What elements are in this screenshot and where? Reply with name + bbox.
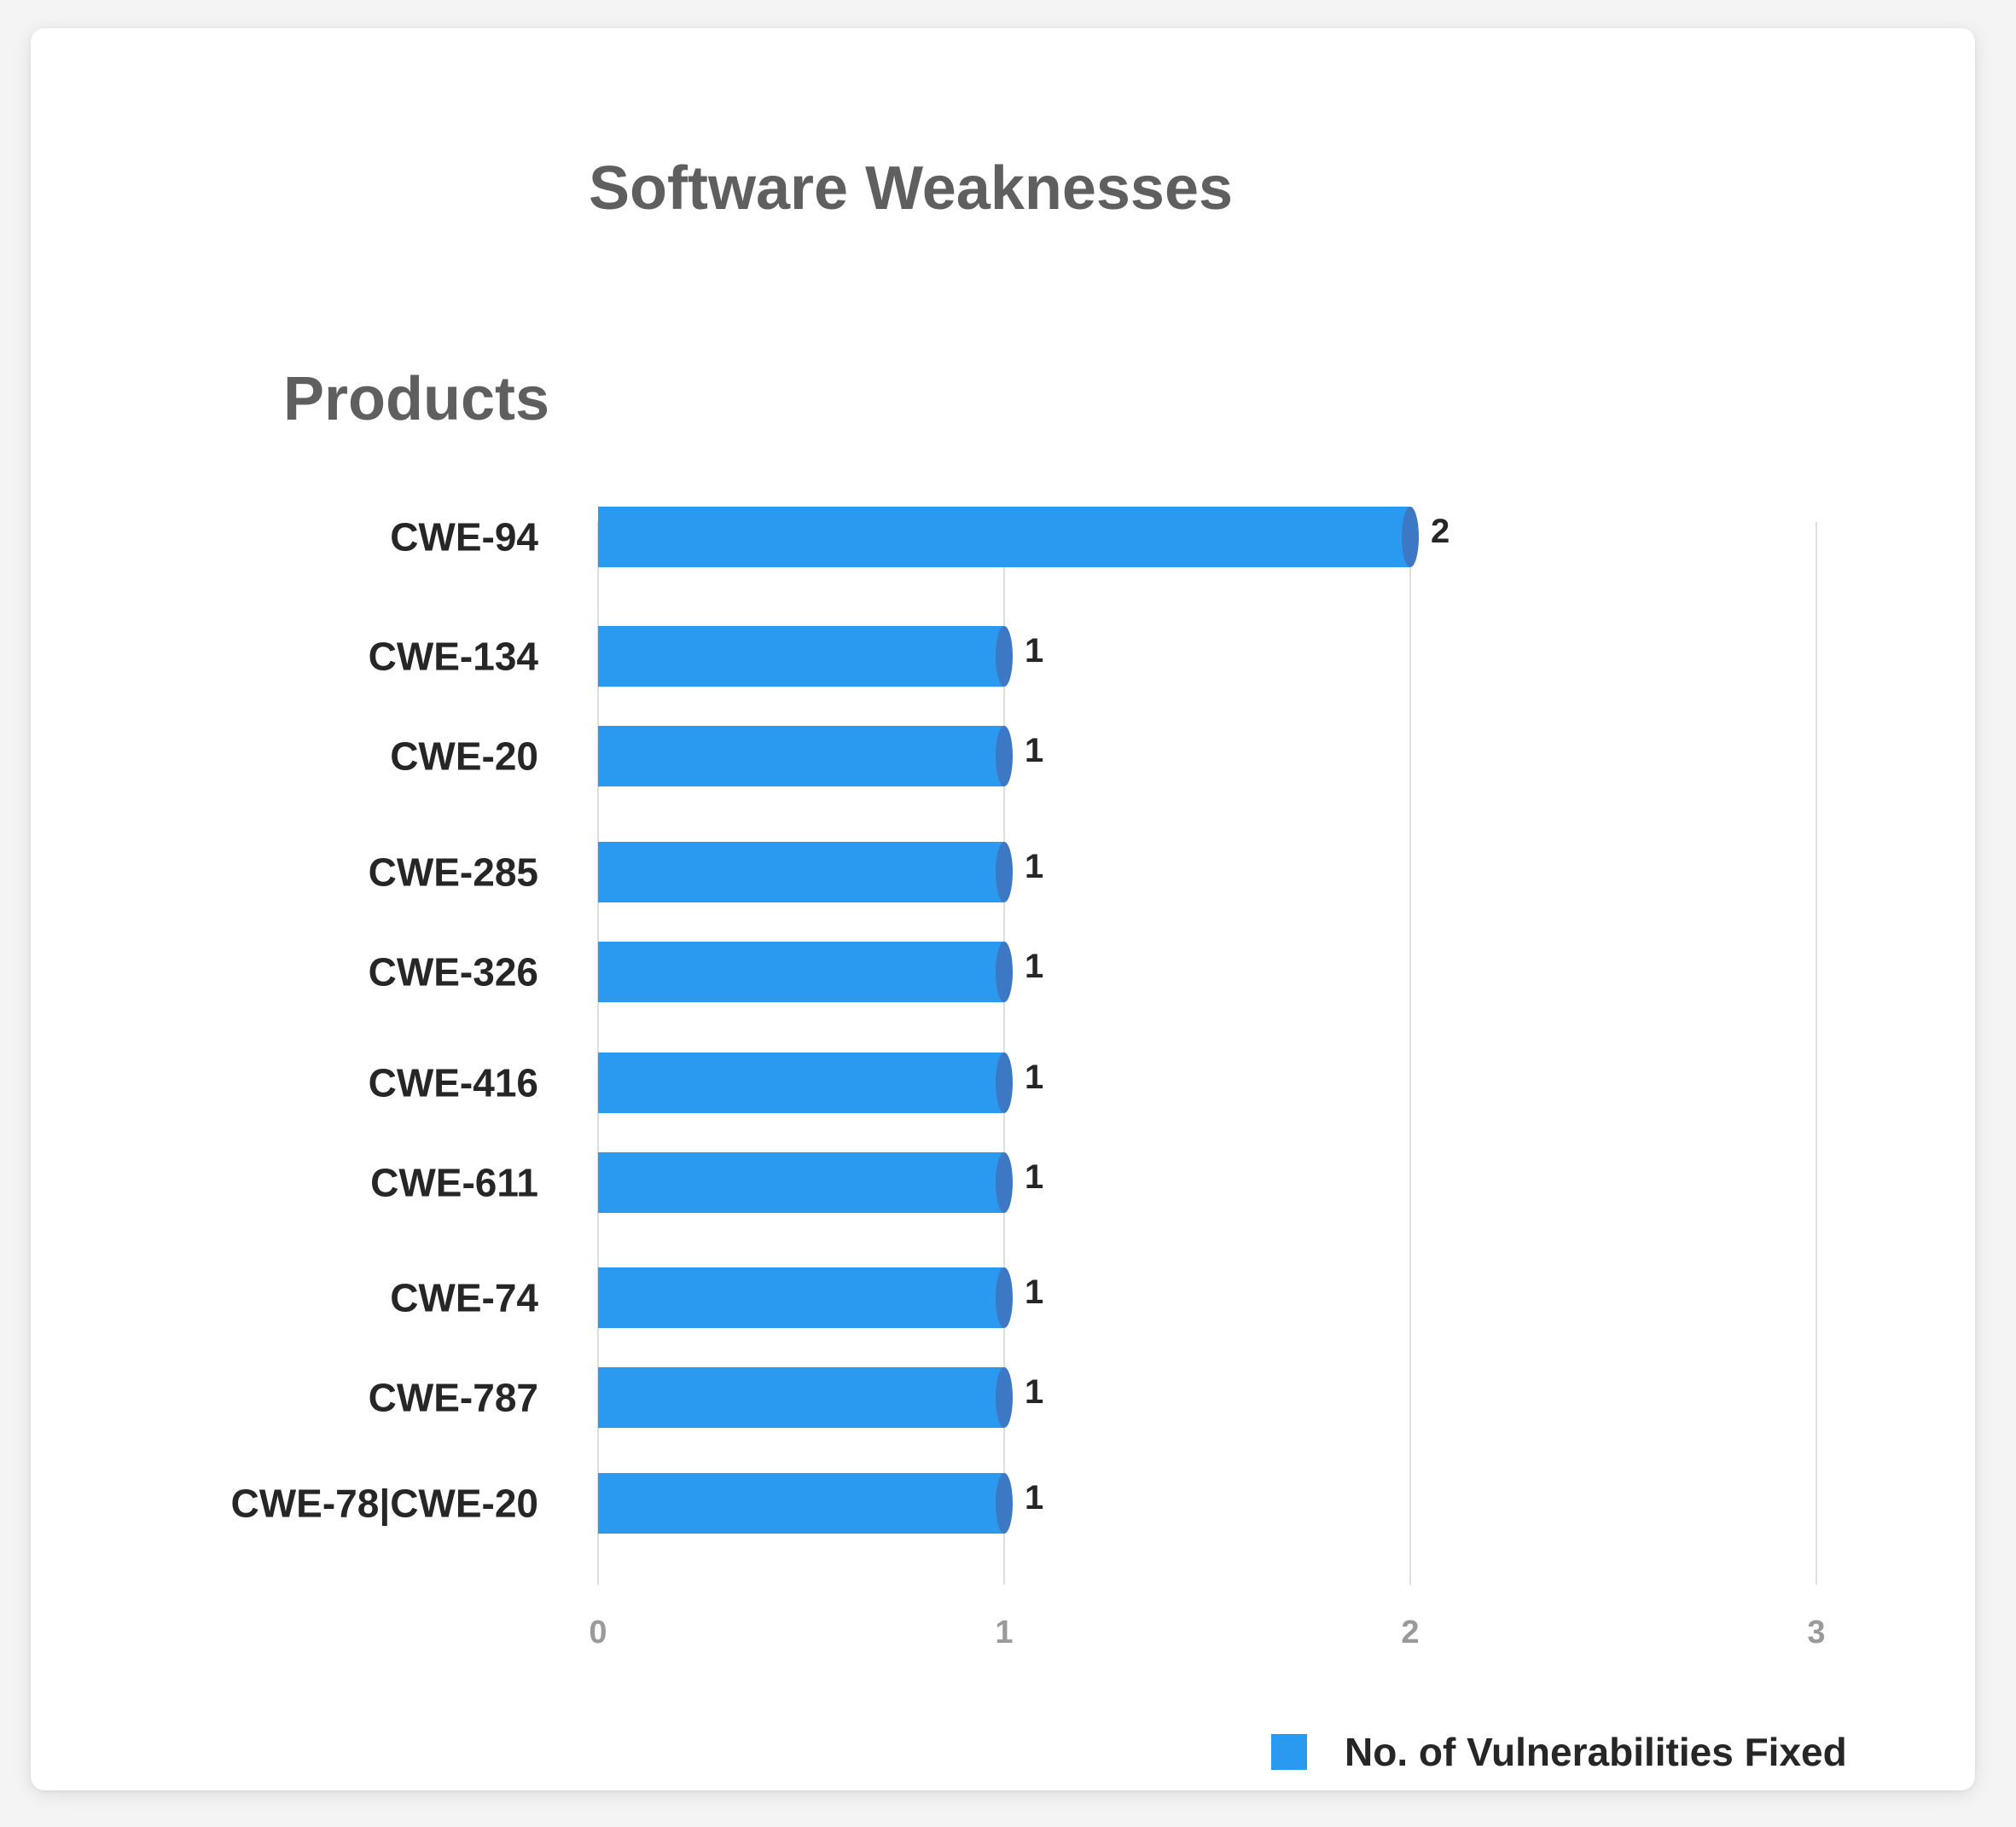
bar	[598, 507, 1410, 567]
data-label: 1	[1025, 732, 1043, 769]
bar-cap	[1402, 507, 1419, 567]
bar-cap	[996, 1053, 1013, 1113]
bar-cap	[996, 1473, 1013, 1534]
category-label: CWE-20	[390, 734, 538, 779]
data-label: 1	[1025, 1373, 1043, 1411]
bar-cap	[996, 942, 1013, 1002]
bar-cap	[996, 1367, 1013, 1428]
bar-cap	[996, 626, 1013, 687]
bars	[598, 507, 1419, 1534]
value-labels: 2 1 1 1 1 1 1 1 1 1	[1025, 513, 1450, 1517]
data-label: 1	[1025, 1158, 1043, 1196]
category-label: CWE-611	[370, 1161, 538, 1205]
bar	[598, 1152, 1004, 1213]
data-label: 1	[1025, 1479, 1043, 1517]
bar	[598, 1267, 1004, 1328]
x-tick-label: 3	[1807, 1615, 1825, 1650]
category-label: CWE-416	[369, 1061, 538, 1105]
category-labels: CWE-94 CWE-134 CWE-20 CWE-285 CWE-326 CWE-416…	[231, 515, 539, 1526]
bar	[598, 942, 1004, 1002]
category-label: CWE-94	[390, 515, 538, 560]
data-label: 1	[1025, 1273, 1043, 1311]
bar	[598, 1473, 1004, 1534]
x-tick-label: 2	[1401, 1615, 1419, 1650]
x-axis-ticks: 0 1 2 3	[589, 1615, 1825, 1650]
bar	[598, 1367, 1004, 1428]
legend: No. of Vulnerabilities Fixed	[1271, 1728, 1847, 1776]
bar-cap	[996, 1267, 1013, 1328]
data-label: 1	[1025, 1058, 1043, 1096]
bar	[598, 626, 1004, 687]
data-label: 1	[1025, 632, 1043, 670]
bar	[598, 1053, 1004, 1113]
bar	[598, 842, 1004, 902]
data-label: 1	[1025, 948, 1043, 985]
category-label: CWE-78|CWE-20	[231, 1482, 538, 1526]
legend-label: No. of Vulnerabilities Fixed	[1345, 1730, 1847, 1774]
x-tick-label: 1	[995, 1615, 1013, 1650]
category-label: CWE-134	[369, 635, 539, 679]
bar-cap	[996, 726, 1013, 786]
category-label: CWE-285	[369, 850, 538, 895]
bar-cap	[996, 842, 1013, 902]
y-axis-title: Products	[283, 365, 550, 433]
legend-swatch	[1271, 1734, 1307, 1770]
category-label: CWE-74	[390, 1276, 538, 1320]
data-label: 1	[1025, 848, 1043, 885]
category-label: CWE-787	[369, 1376, 538, 1420]
bar	[598, 726, 1004, 786]
data-label: 2	[1431, 513, 1450, 550]
chart-title: Software Weaknesses	[589, 154, 1234, 223]
category-label: CWE-326	[369, 950, 538, 995]
x-tick-label: 0	[589, 1615, 607, 1650]
bar-cap	[996, 1152, 1013, 1213]
